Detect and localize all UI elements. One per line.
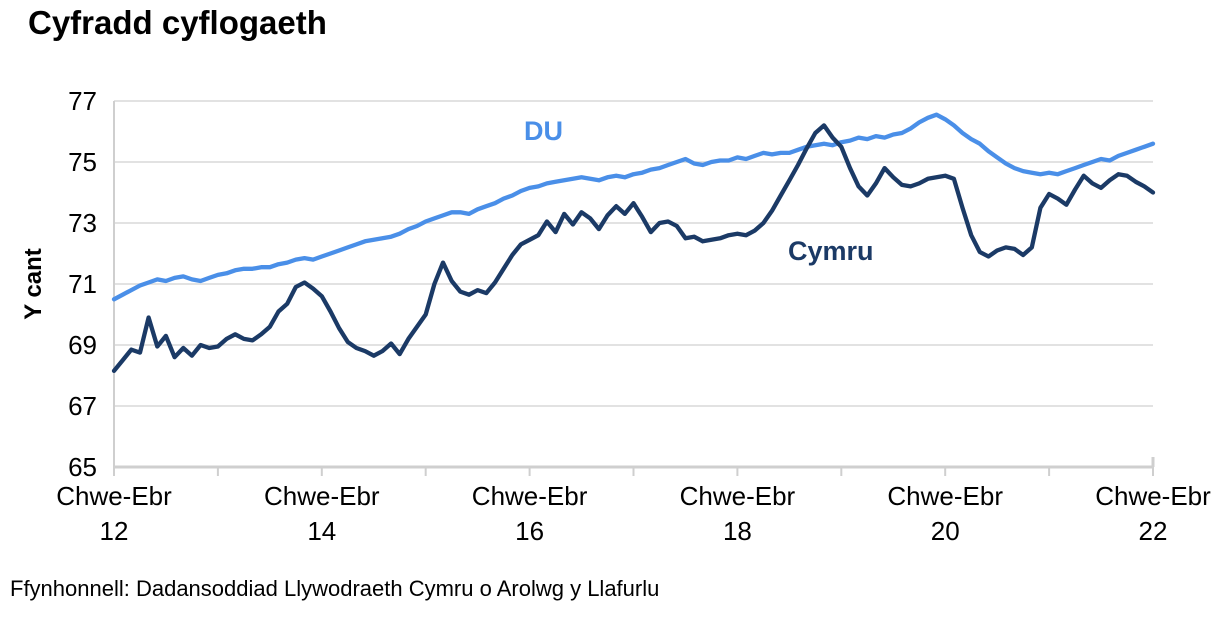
du-series-line [111,112,1156,302]
du-series-label: DU [524,116,563,146]
x-tick-label-year: 12 [100,516,129,546]
source-note: Ffynhonnell: Dadansoddiad Llywodraeth Cy… [10,576,660,601]
x-tick-label-year: 20 [931,516,960,546]
chart-title: Cyfradd cyflogaeth [28,4,327,41]
x-tick-label-period: Chwe-Ebr [472,481,588,511]
y-tick-label: 75 [68,147,97,177]
y-tick-label: 67 [68,391,97,421]
y-tick-label: 69 [68,330,97,360]
x-tick-label-year: 22 [1139,516,1168,546]
cymru-series-line [111,123,1156,374]
y-axis-title: Y cant [20,248,47,320]
x-tick-label-period: Chwe-Ebr [56,481,172,511]
y-tick-label: 71 [68,269,97,299]
x-tick-label-period: Chwe-Ebr [680,481,796,511]
y-tick-label: 65 [68,452,97,482]
x-tick-label-year: 18 [723,516,752,546]
x-tick-label-period: Chwe-Ebr [1095,481,1211,511]
x-tick-label-year: 14 [307,516,336,546]
x-tick-label-period: Chwe-Ebr [887,481,1003,511]
x-tick-label-period: Chwe-Ebr [264,481,380,511]
x-tick-label-year: 16 [515,516,544,546]
y-tick-label: 73 [68,208,97,238]
y-tick-label: 77 [68,86,97,116]
cymru-series-label: Cymru [788,236,874,266]
